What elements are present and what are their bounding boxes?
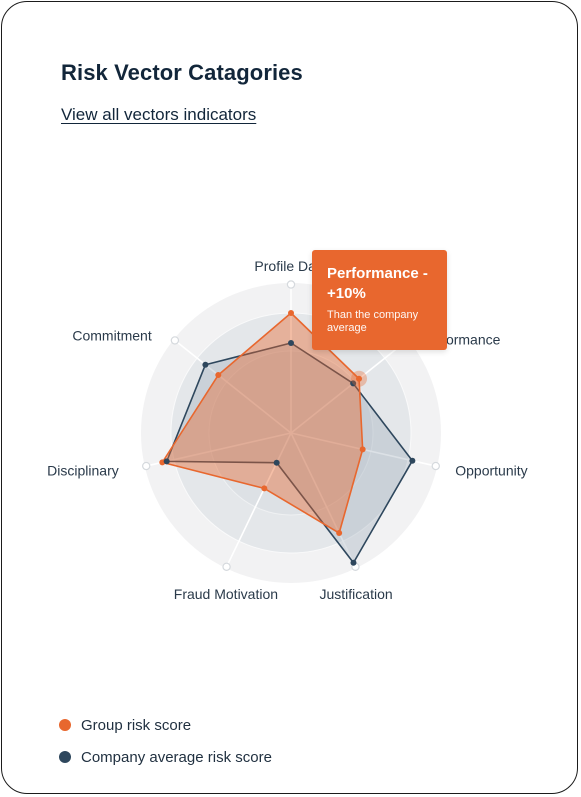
legend-swatch-company	[59, 751, 71, 763]
data-point-group	[336, 530, 343, 537]
series-area-company	[165, 342, 414, 564]
highlight-halo	[351, 370, 368, 387]
data-point-company	[202, 361, 209, 368]
radar-spoke	[146, 432, 292, 467]
legend-swatch-group	[59, 719, 71, 731]
axis-end-marker	[142, 461, 151, 471]
axis-end-marker	[431, 461, 440, 471]
data-point-group	[288, 310, 294, 316]
legend-item-group[interactable]: Group risk score	[59, 715, 272, 735]
data-point-company	[163, 458, 170, 465]
data-point-company	[409, 457, 416, 464]
series-area-group	[161, 312, 364, 534]
axis-end-marker	[222, 562, 231, 571]
data-point-group	[359, 446, 366, 453]
category-label: Profile Data	[254, 258, 327, 274]
tooltip-subtitle: Than the company average	[327, 309, 419, 334]
data-point-company	[350, 559, 357, 566]
view-all-vectors-link[interactable]: View all vectors indicators	[61, 105, 257, 124]
radar-spoke	[174, 339, 292, 434]
radar-spoke	[290, 339, 408, 434]
data-point-group	[356, 375, 363, 382]
category-label: Commitment	[72, 327, 151, 343]
category-label: Fraud Motivation	[174, 586, 278, 602]
category-label: Disciplinary	[47, 462, 119, 478]
data-point-group	[215, 372, 222, 379]
category-label: Justification	[320, 586, 393, 602]
axis-end-marker	[170, 336, 180, 345]
legend-item-company[interactable]: Company average risk score	[59, 747, 272, 767]
category-label: Opportunity	[455, 462, 527, 478]
data-point-company	[288, 340, 294, 346]
legend-label-company: Company average risk score	[81, 748, 272, 766]
tooltip-title: Performance - +10%	[327, 265, 428, 302]
data-point-company	[350, 380, 357, 387]
legend-label-group: Group risk score	[81, 716, 192, 734]
radar-spoke	[225, 432, 292, 568]
axis-end-marker	[286, 280, 296, 289]
data-point-company	[273, 459, 280, 466]
radar-spoke	[290, 432, 357, 568]
chart-tooltip: Performance - +10% Than the company aver…	[312, 250, 447, 350]
data-point-group	[261, 485, 268, 492]
chart-legend: Group risk score Company average risk sc…	[59, 715, 272, 779]
card-title: Risk Vector Catagories	[61, 60, 303, 85]
